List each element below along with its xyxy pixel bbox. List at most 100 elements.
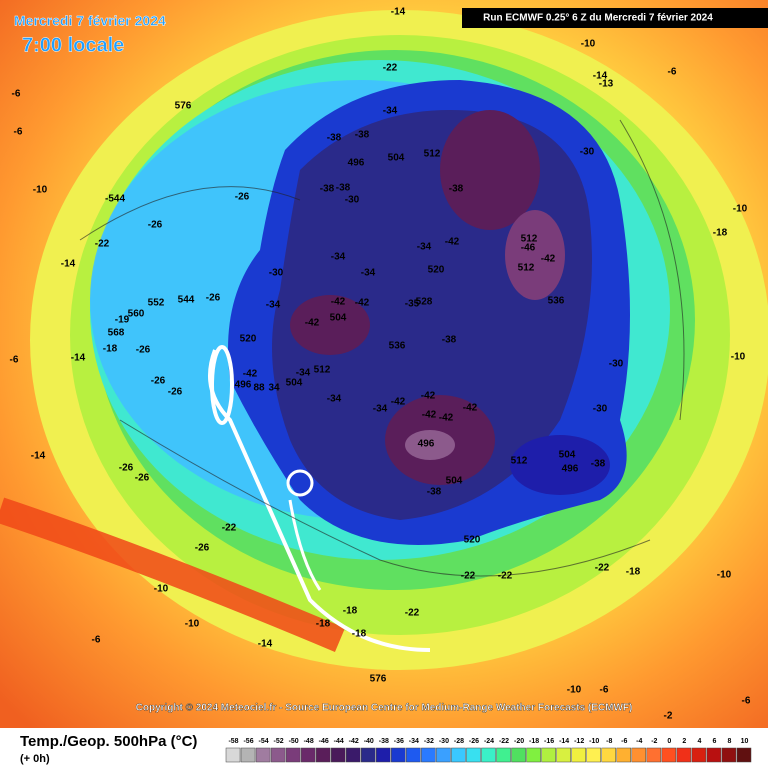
contour-label: -10 xyxy=(717,570,732,581)
legend-label: -58 xyxy=(228,738,238,745)
contour-label: -42 xyxy=(305,318,320,329)
legend-label: -48 xyxy=(304,738,314,745)
legend-swatch xyxy=(541,747,556,763)
contour-label: -26 xyxy=(148,220,163,231)
contour-label: -26 xyxy=(119,463,134,474)
contour-label: 536 xyxy=(548,296,565,307)
contour-label: -34 xyxy=(361,268,376,279)
legend-label: -56 xyxy=(243,738,253,745)
legend-swatch xyxy=(736,747,752,763)
contour-label: -13 xyxy=(599,79,614,90)
legend-title: Temp./Geop. 500hPa (°C) xyxy=(20,733,197,750)
contour-label: -42 xyxy=(439,413,454,424)
legend-label: -18 xyxy=(529,738,539,745)
legend-swatch xyxy=(376,747,391,763)
contour-label: 496 xyxy=(418,439,435,450)
legend-label: -26 xyxy=(469,738,479,745)
legend-label: -10 xyxy=(589,738,599,745)
legend-swatch xyxy=(315,747,331,763)
contour-label: -34 xyxy=(331,252,346,263)
legend-label: -22 xyxy=(499,738,509,745)
legend-swatch xyxy=(436,747,451,763)
legend-label: -52 xyxy=(274,738,284,745)
contour-label: -34 xyxy=(327,394,342,405)
contour-label: -14 xyxy=(71,353,86,364)
legend-label: -50 xyxy=(289,738,299,745)
legend-label: -4 xyxy=(636,738,642,745)
run-box xyxy=(462,8,768,28)
legend-label: -14 xyxy=(559,738,569,745)
contour-label: 512 xyxy=(424,149,441,160)
legend-swatch xyxy=(255,747,271,763)
contour-label: -22 xyxy=(595,563,610,574)
contour-label: 560 xyxy=(128,309,145,320)
legend-label: -42 xyxy=(349,738,359,745)
contour-label: -38 xyxy=(591,459,606,470)
lead-time: (+ 0h) xyxy=(20,753,50,765)
legend-swatch xyxy=(300,747,316,763)
legend-swatch xyxy=(451,747,466,763)
legend-label: -34 xyxy=(409,738,419,745)
legend-swatch xyxy=(496,747,511,763)
contour-label: -6 xyxy=(14,127,23,138)
copyright: Copyright © 2024 Meteociel.fr - Source E… xyxy=(136,703,633,714)
legend-swatch xyxy=(601,747,616,763)
legend-swatch xyxy=(330,747,346,763)
contour-label: 496 xyxy=(348,158,365,169)
contour-label: 552 xyxy=(148,298,165,309)
contour-label: 504 xyxy=(388,153,405,164)
legend-swatch xyxy=(406,747,421,763)
contour-label: 512 xyxy=(314,365,331,376)
contour-label: 496 xyxy=(235,380,252,391)
legend-swatch xyxy=(556,747,571,763)
legend-swatch xyxy=(240,747,256,763)
legend-swatch xyxy=(361,747,376,763)
contour-label: -30 xyxy=(345,195,360,206)
legend-swatch xyxy=(511,747,526,763)
contour-label: -6 xyxy=(10,355,19,366)
legend-swatch xyxy=(345,747,361,763)
contour-label: 536 xyxy=(389,341,406,352)
contour-label: -10 xyxy=(567,685,582,696)
contour-label: -6 xyxy=(600,685,609,696)
contour-label: 504 xyxy=(286,378,303,389)
legend-swatch xyxy=(586,747,601,763)
contour-label: -46 xyxy=(521,243,536,254)
legend-swatch xyxy=(481,747,496,763)
contour-label: 504 xyxy=(330,313,347,324)
legend-label: -6 xyxy=(621,738,627,745)
legend-swatch xyxy=(571,747,586,763)
contour-label: -26 xyxy=(235,192,250,203)
legend-swatch xyxy=(721,747,737,763)
date: Mercredi 7 février 2024 xyxy=(14,13,166,29)
legend-label: -12 xyxy=(574,738,584,745)
contour-label: -34 xyxy=(266,300,281,311)
contour-label: -22 xyxy=(405,608,420,619)
contour-label: -34 xyxy=(373,404,388,415)
contour-label: -30 xyxy=(593,404,608,415)
contour-label: -42 xyxy=(243,369,258,380)
legend-swatch xyxy=(706,747,722,763)
legend-label: -24 xyxy=(484,738,494,745)
contour-label: -10 xyxy=(733,204,748,215)
contour-label: -34 xyxy=(383,106,398,117)
contour-label: 544 xyxy=(178,295,195,306)
contour-label: -18 xyxy=(352,629,367,640)
legend-swatch xyxy=(421,747,436,763)
contour-label: -19 xyxy=(115,315,130,326)
contour-label: -34 xyxy=(417,242,432,253)
contour-label: 576 xyxy=(175,101,192,112)
contour-label: 496 xyxy=(562,464,579,475)
legend-label: 4 xyxy=(697,738,701,745)
legend-label: 8 xyxy=(728,738,732,745)
legend-label: 6 xyxy=(712,738,716,745)
contour-label: 504 xyxy=(446,476,463,487)
contour-label: -22 xyxy=(222,523,237,534)
contour-label: -6 xyxy=(12,89,21,100)
legend-label: -44 xyxy=(334,738,344,745)
legend-swatch xyxy=(646,747,662,763)
contour-label: -14 xyxy=(61,259,76,270)
legend-label: -40 xyxy=(364,738,374,745)
legend-label: -32 xyxy=(424,738,434,745)
